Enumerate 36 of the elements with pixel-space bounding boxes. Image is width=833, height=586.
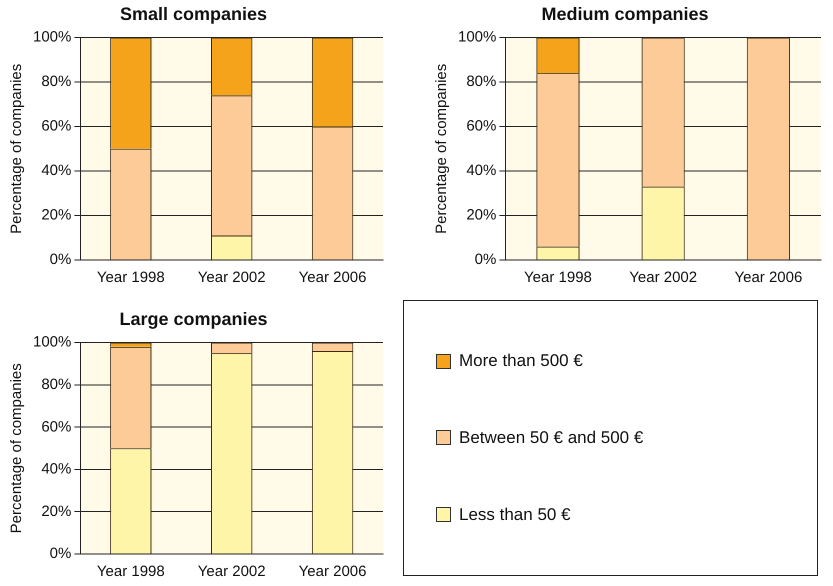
y-tick-label: 100% [32,334,72,351]
chart-title: Medium companies [541,4,709,24]
legend-label: Less than 50 € [459,504,571,525]
y-axis-title: Percentage of companies [8,363,26,534]
x-tick-label: Year 1998 [96,269,165,286]
y-tick-label: 0% [50,251,72,268]
x-tick-label: Year 2002 [198,563,266,580]
legend-label: Between 50 € and 500 € [459,428,644,448]
y-tick-label: 60% [41,118,72,135]
y-axis-title: Percentage of companies [433,64,450,234]
y-tick-label: 0% [474,251,496,268]
y-tick-label: 60% [41,418,72,436]
x-tick-label: Year 2006 [298,269,366,286]
y-tick-label: 0% [50,545,72,562]
y-tick-label: 80% [466,73,496,90]
y-tick-label: 100% [32,28,72,46]
y-tick-label: 40% [41,460,72,478]
x-tick-label: Year 2002 [629,269,698,286]
x-tick-label: Year 2006 [734,269,802,286]
x-tick-label: Year 1998 [96,563,165,580]
x-tick-label: Year 2006 [298,563,366,580]
legend-label: More than 500 € [459,351,583,372]
y-tick-label: 80% [41,73,72,90]
y-tick-label: 100% [458,28,496,46]
y-axis-title: Percentage of companies [8,64,26,234]
x-tick-label: Year 1998 [524,269,592,286]
y-tick-label: 40% [41,162,72,180]
y-tick-label: 20% [466,206,496,224]
y-tick-label: 60% [466,118,496,135]
x-tick-label: Year 2002 [198,269,266,286]
y-tick-label: 20% [41,206,72,224]
y-tick-label: 80% [41,376,72,394]
y-tick-label: 20% [41,502,72,520]
chart-title: Small companies [120,4,268,24]
chart-title: Large companies [119,308,268,329]
y-tick-label: 40% [466,162,496,180]
